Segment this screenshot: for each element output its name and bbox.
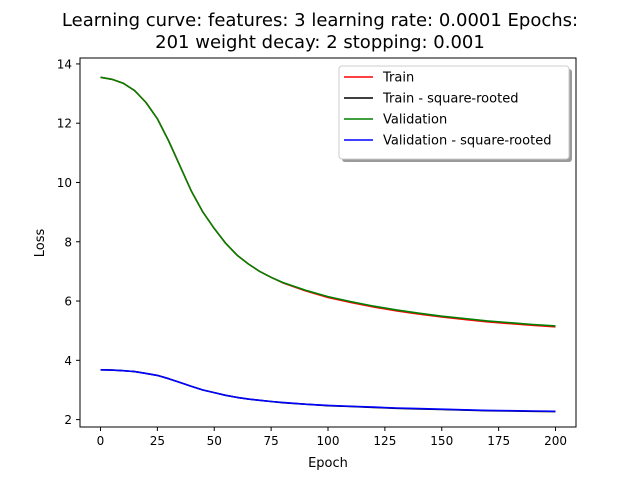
- x-tick-label: 100: [317, 434, 340, 448]
- y-tick-label: 14: [57, 57, 72, 71]
- series-lines: [100, 76, 556, 413]
- chart-title: Learning curve: features: 3 learning rat…: [61, 10, 579, 31]
- x-axis: 0 25 50 75 100 125 150 175 200: [97, 427, 567, 448]
- x-axis-label: Epoch: [308, 456, 348, 471]
- x-tick-label: 75: [263, 434, 278, 448]
- legend-label-1: Train - square-rooted: [382, 92, 518, 107]
- x-tick-label: 0: [97, 434, 105, 448]
- series-line-3: [100, 369, 556, 413]
- series-line-2: [100, 76, 556, 327]
- y-axis-label: Loss: [33, 229, 48, 258]
- chart-subtitle: 201 weight decay: 2 stopping: 0.001: [155, 32, 485, 53]
- y-tick-label: 10: [57, 176, 72, 190]
- legend-label-3: Validation - square-rooted: [383, 134, 551, 149]
- y-axis: 2 4 6 8 10 12 14: [57, 57, 80, 427]
- legend: Train Train - square-rooted Validation Vali…: [338, 65, 572, 162]
- x-tick-label: 50: [207, 434, 222, 448]
- y-tick-label: 8: [64, 235, 72, 249]
- x-tick-label: 150: [430, 434, 453, 448]
- y-tick-label: 12: [57, 117, 72, 131]
- y-tick-label: 2: [64, 413, 72, 427]
- y-tick-label: 6: [64, 295, 72, 309]
- x-tick-label: 125: [373, 434, 396, 448]
- legend-box: [338, 65, 570, 160]
- legend-label-0: Train: [382, 71, 414, 86]
- x-tick-label: 175: [487, 434, 510, 448]
- x-tick-label: 25: [150, 434, 165, 448]
- legend-label-2: Validation: [383, 113, 447, 128]
- y-tick-label: 4: [64, 354, 72, 368]
- x-tick-label: 200: [544, 434, 567, 448]
